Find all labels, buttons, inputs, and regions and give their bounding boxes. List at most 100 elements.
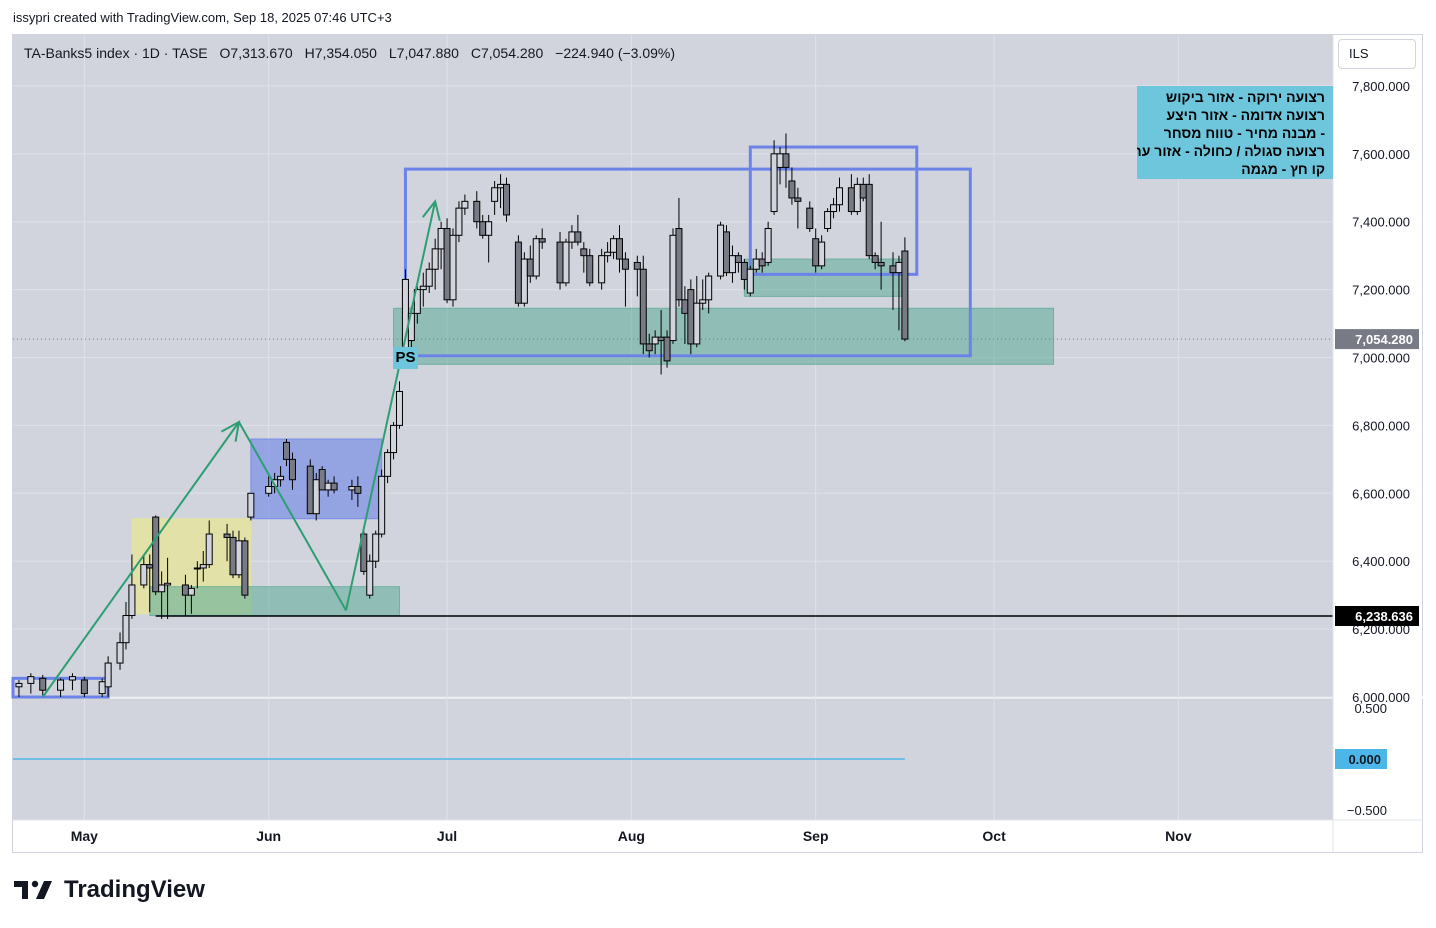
candle-body[interactable] — [538, 238, 546, 243]
candle-body[interactable] — [580, 248, 588, 257]
candle[interactable] — [794, 187, 802, 229]
candle-body[interactable] — [853, 183, 861, 213]
candle[interactable] — [241, 537, 249, 599]
candle[interactable] — [223, 523, 231, 562]
candle[interactable] — [764, 221, 772, 266]
value-zone-outline[interactable] — [748, 145, 919, 276]
candle-body[interactable] — [830, 204, 838, 213]
candle-body[interactable] — [68, 676, 76, 681]
candle-body[interactable] — [449, 234, 457, 301]
candle-body[interactable] — [717, 224, 725, 277]
candle-body[interactable] — [193, 567, 201, 570]
candle[interactable] — [277, 466, 285, 487]
candle[interactable] — [199, 551, 207, 582]
candle-body[interactable] — [532, 238, 540, 277]
tradingview-logo[interactable]: TradingView — [14, 876, 205, 904]
candle[interactable] — [384, 449, 392, 484]
candle-body[interactable] — [699, 299, 707, 304]
candle-body[interactable] — [746, 268, 754, 294]
candle-body[interactable] — [425, 268, 433, 287]
candle[interactable] — [669, 228, 677, 344]
annotation-note[interactable]: רצועה ירוקה - אזור ביקוש רצועה אדומה - א… — [1137, 86, 1333, 179]
candle-body[interactable] — [895, 261, 903, 274]
candle[interactable] — [122, 601, 130, 650]
candle-body[interactable] — [158, 584, 166, 593]
candle[interactable] — [705, 272, 713, 314]
candle[interactable] — [360, 530, 368, 575]
candle-body[interactable] — [104, 662, 112, 688]
candle[interactable] — [372, 530, 380, 568]
candle[interactable] — [574, 214, 582, 246]
candle-body[interactable] — [181, 584, 189, 596]
candle-body[interactable] — [847, 187, 855, 213]
candle-body[interactable] — [164, 582, 172, 586]
candle-body[interactable] — [473, 200, 481, 223]
candle[interactable] — [390, 422, 398, 460]
candle-body[interactable] — [734, 255, 742, 263]
candle[interactable] — [288, 452, 296, 490]
candle-body[interactable] — [437, 228, 445, 250]
candle-body[interactable] — [288, 458, 296, 481]
candle[interactable] — [140, 554, 148, 589]
candle[interactable] — [675, 197, 683, 307]
candle-body[interactable] — [128, 584, 136, 617]
candle-body[interactable] — [687, 289, 695, 345]
candle-body[interactable] — [241, 540, 249, 596]
candle[interactable] — [330, 476, 338, 494]
candle[interactable] — [598, 248, 606, 290]
candle-body[interactable] — [770, 153, 778, 213]
candle-body[interactable] — [645, 343, 653, 352]
candle[interactable] — [15, 680, 23, 697]
candle[interactable] — [205, 520, 213, 568]
candle-body[interactable] — [360, 533, 368, 572]
candle-body[interactable] — [324, 482, 332, 491]
candle-body[interactable] — [199, 564, 207, 569]
candle-body[interactable] — [556, 241, 564, 284]
candle[interactable] — [152, 515, 160, 596]
candle-body[interactable] — [485, 221, 493, 236]
candle-body[interactable] — [283, 441, 291, 460]
candle[interactable] — [615, 225, 623, 273]
candle[interactable] — [158, 571, 166, 619]
candle[interactable] — [693, 276, 701, 348]
currency-button[interactable]: ILS — [1338, 39, 1416, 69]
candle[interactable] — [419, 272, 427, 307]
candle-body[interactable] — [723, 231, 731, 274]
candle[interactable] — [580, 242, 588, 273]
candle[interactable] — [633, 255, 641, 297]
candle-body[interactable] — [776, 153, 784, 168]
candle-body[interactable] — [140, 564, 148, 586]
candle-body[interactable] — [15, 682, 23, 688]
candle[interactable] — [901, 237, 909, 342]
candle[interactable] — [27, 673, 35, 694]
candle-body[interactable] — [312, 479, 320, 515]
candle-body[interactable] — [586, 255, 594, 284]
candle[interactable] — [645, 333, 653, 358]
candle-body[interactable] — [693, 302, 701, 345]
candle[interactable] — [520, 252, 528, 307]
candle-body[interactable] — [889, 265, 897, 274]
candle-body[interactable] — [205, 533, 213, 566]
candle-body[interactable] — [223, 533, 231, 538]
candle[interactable] — [425, 262, 433, 294]
candle-body[interactable] — [865, 183, 873, 257]
candle-body[interactable] — [187, 587, 195, 596]
candle[interactable] — [818, 235, 826, 270]
candle-body[interactable] — [330, 482, 338, 491]
candle[interactable] — [312, 472, 320, 521]
candle-body[interactable] — [306, 465, 314, 515]
candle-body[interactable] — [247, 492, 255, 518]
candle[interactable] — [824, 208, 832, 232]
candle[interactable] — [378, 469, 386, 538]
candle[interactable] — [306, 459, 314, 515]
candle-body[interactable] — [574, 231, 582, 243]
candle[interactable] — [354, 476, 362, 507]
candle[interactable] — [723, 225, 731, 277]
candle-body[interactable] — [39, 677, 47, 691]
candle-body[interactable] — [277, 475, 285, 481]
candle[interactable] — [717, 221, 725, 280]
candle[interactable] — [443, 218, 451, 304]
candle-body[interactable] — [901, 250, 909, 340]
candle-body[interactable] — [794, 197, 802, 202]
